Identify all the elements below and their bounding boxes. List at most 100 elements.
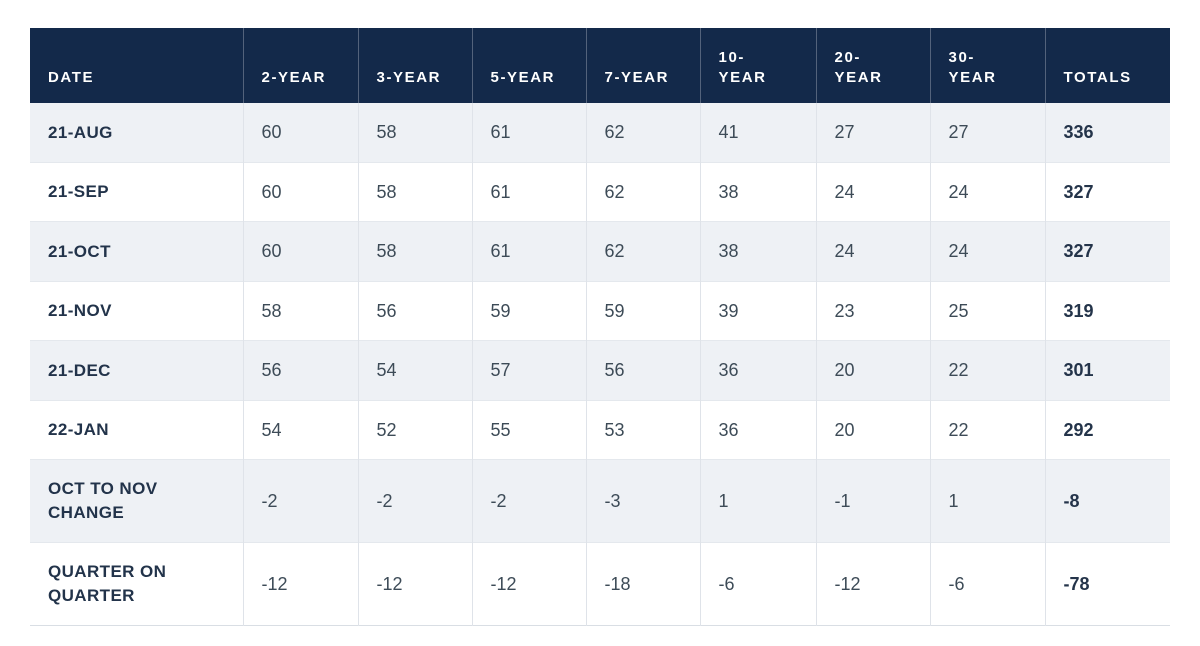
table-row: 22-JAN 54 52 55 53 36 20 22 292 <box>30 399 1170 460</box>
total-cell: 301 <box>1044 340 1170 401</box>
col-header-date: DATE <box>30 28 243 103</box>
data-cell: 55 <box>471 399 586 460</box>
col-header-30-year: 30-YEAR <box>929 28 1045 103</box>
data-cell: -18 <box>585 542 700 626</box>
data-cell: 27 <box>815 103 930 163</box>
total-cell: 327 <box>1044 161 1170 222</box>
table-row: 21-AUG 60 58 61 62 41 27 27 336 <box>30 103 1170 163</box>
data-cell: 41 <box>699 103 816 163</box>
data-cell: -12 <box>357 542 472 626</box>
data-cell: -2 <box>357 459 472 543</box>
data-cell: -6 <box>929 542 1045 626</box>
row-label-text: OCT TO NOV CHANGE <box>48 479 158 523</box>
data-cell: 61 <box>471 221 586 282</box>
row-label: OCT TO NOV CHANGE <box>30 459 243 543</box>
data-table: DATE 2-YEAR 3-YEAR 5-YEAR 7-YEAR 10-YEAR… <box>30 28 1170 627</box>
data-cell: -12 <box>471 542 586 626</box>
data-cell: 62 <box>585 221 700 282</box>
col-header-label: 20-YEAR <box>834 49 883 86</box>
col-header-label: 5-YEAR <box>490 69 556 86</box>
row-label-text: 21-OCT <box>48 241 111 261</box>
data-cell: 27 <box>929 103 1045 163</box>
row-label: 21-OCT <box>30 221 243 282</box>
total-cell: 336 <box>1044 103 1170 163</box>
data-cell: -1 <box>815 459 930 543</box>
data-cell: 39 <box>699 280 816 341</box>
row-label: 21-NOV <box>30 280 243 341</box>
col-header-totals: TOTALS <box>1044 28 1170 103</box>
row-label: 21-AUG <box>30 103 243 162</box>
data-cell: 56 <box>242 340 358 401</box>
data-cell: 54 <box>242 399 358 460</box>
col-header-10-year: 10-YEAR <box>699 28 816 103</box>
data-cell: 58 <box>357 103 472 163</box>
total-cell: -8 <box>1044 459 1170 543</box>
data-cell: 58 <box>357 221 472 282</box>
data-cell: -12 <box>815 542 930 626</box>
total-cell: 319 <box>1044 280 1170 341</box>
total-cell: 292 <box>1044 399 1170 460</box>
col-header-7-year: 7-YEAR <box>585 28 700 103</box>
data-cell: 60 <box>242 161 358 222</box>
data-cell: 58 <box>242 280 358 341</box>
data-cell: 1 <box>929 459 1045 543</box>
data-cell: 61 <box>471 103 586 163</box>
data-cell: 62 <box>585 161 700 222</box>
data-cell: 24 <box>815 221 930 282</box>
data-cell: 36 <box>699 399 816 460</box>
header-row: DATE 2-YEAR 3-YEAR 5-YEAR 7-YEAR 10-YEAR… <box>30 28 1170 103</box>
row-label-text: 21-SEP <box>48 182 109 202</box>
col-header-5-year: 5-YEAR <box>471 28 586 103</box>
table-header: DATE 2-YEAR 3-YEAR 5-YEAR 7-YEAR 10-YEAR… <box>30 28 1170 103</box>
col-header-20-year: 20-YEAR <box>815 28 930 103</box>
data-cell: 38 <box>699 161 816 222</box>
data-cell: 1 <box>699 459 816 543</box>
data-cell: 59 <box>585 280 700 341</box>
total-cell: 327 <box>1044 221 1170 282</box>
total-cell: -78 <box>1044 542 1170 626</box>
row-label-text: QUARTER ON QUARTER <box>48 562 167 606</box>
row-label: QUARTER ON QUARTER <box>30 542 243 626</box>
data-cell: 60 <box>242 103 358 163</box>
col-header-label: 3-YEAR <box>376 69 442 86</box>
row-label-text: 21-AUG <box>48 122 113 142</box>
data-cell: 24 <box>929 161 1045 222</box>
data-cell: 56 <box>585 340 700 401</box>
col-header-label: 7-YEAR <box>604 69 670 86</box>
row-label-text: 22-JAN <box>48 420 109 440</box>
col-header-label: 30-YEAR <box>948 49 997 86</box>
col-header-3-year: 3-YEAR <box>357 28 472 103</box>
data-cell: -6 <box>699 542 816 626</box>
data-cell: 53 <box>585 399 700 460</box>
data-cell: 61 <box>471 161 586 222</box>
data-cell: 36 <box>699 340 816 401</box>
data-cell: 24 <box>929 221 1045 282</box>
data-cell: 60 <box>242 221 358 282</box>
row-label-text: 21-NOV <box>48 301 112 321</box>
col-header-label: 2-YEAR <box>261 69 327 86</box>
data-cell: 52 <box>357 399 472 460</box>
table-row: 21-DEC 56 54 57 56 36 20 22 301 <box>30 340 1170 401</box>
table-row: OCT TO NOV CHANGE -2 -2 -2 -3 1 -1 1 -8 <box>30 459 1170 543</box>
data-cell: 57 <box>471 340 586 401</box>
row-label-text: 21-DEC <box>48 360 111 380</box>
col-header-label: DATE <box>48 69 95 86</box>
data-cell: 25 <box>929 280 1045 341</box>
table-row: 21-OCT 60 58 61 62 38 24 24 327 <box>30 221 1170 282</box>
data-cell: 22 <box>929 399 1045 460</box>
row-label: 21-SEP <box>30 161 243 222</box>
row-label: 22-JAN <box>30 399 243 460</box>
table-row: QUARTER ON QUARTER -12 -12 -12 -18 -6 -12 -6 -78 <box>30 542 1170 626</box>
data-cell: 62 <box>585 103 700 163</box>
table-body: 21-AUG 60 58 61 62 41 27 27 336 21-SEP 60 58 61 62 38 2… <box>30 103 1170 626</box>
data-cell: -2 <box>242 459 358 543</box>
data-cell: -3 <box>585 459 700 543</box>
data-cell: 20 <box>815 399 930 460</box>
table-container: DATE 2-YEAR 3-YEAR 5-YEAR 7-YEAR 10-YEAR… <box>30 28 1170 627</box>
data-cell: 59 <box>471 280 586 341</box>
data-cell: 58 <box>357 161 472 222</box>
data-cell: 20 <box>815 340 930 401</box>
col-header-label: TOTALS <box>1063 69 1132 86</box>
data-cell: -2 <box>471 459 586 543</box>
